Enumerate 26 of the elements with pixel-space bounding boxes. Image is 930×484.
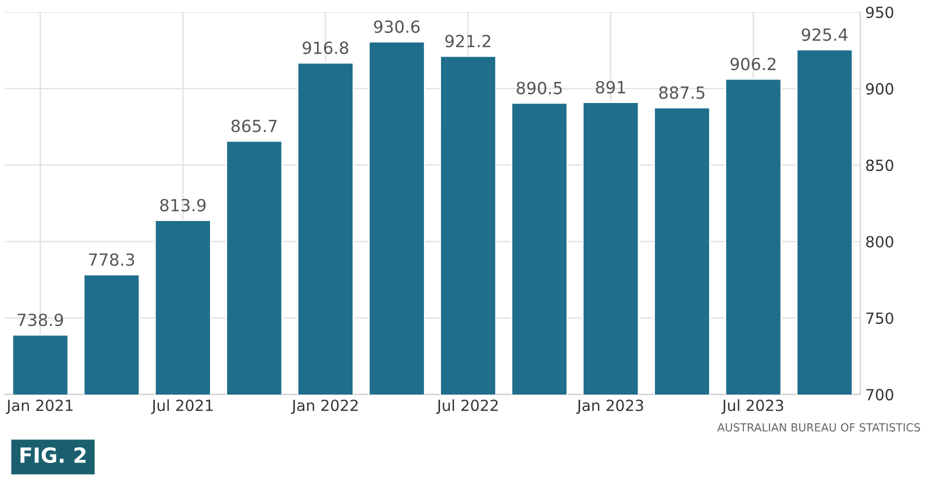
text: AUSTRALIAN BUREAU OF STATISTICS [717, 423, 920, 432]
data-label: 891 [596, 80, 626, 94]
data-label: 890.5 [516, 82, 562, 94]
y-tick-label: 850 [866, 160, 894, 172]
y-tick-label: 950 [866, 6, 894, 18]
x-tick-label: Jan 2022 [291, 400, 358, 414]
y-tick-label: 900 [866, 83, 894, 95]
y-tick-label: 800 [866, 236, 894, 248]
data-label: 813.9 [160, 198, 206, 212]
x-tick-label: Jan 2021 [6, 400, 73, 414]
data-label: 906.2 [730, 58, 776, 70]
y-tick-label: 750 [866, 312, 894, 324]
data-label: 925.4 [802, 28, 848, 41]
x-tick-label: Jul 2021 [151, 399, 213, 414]
data-label: 865.7 [231, 120, 277, 132]
x-tick-label: Jul 2023 [721, 399, 784, 414]
y-tick-label: 700 [866, 388, 894, 400]
data-label: 916.8 [302, 41, 348, 54]
data-label: 921.2 [445, 34, 490, 48]
data-label: 887.5 [659, 86, 704, 99]
data-label: 778.3 [89, 253, 134, 266]
data-label: 738.9 [18, 314, 63, 326]
caption: FIG. 2 [20, 447, 86, 464]
x-tick-label: Jul 2022 [436, 399, 498, 414]
data-label: 930.6 [374, 20, 420, 33]
x-tick-label: Jan 2023 [576, 400, 644, 414]
